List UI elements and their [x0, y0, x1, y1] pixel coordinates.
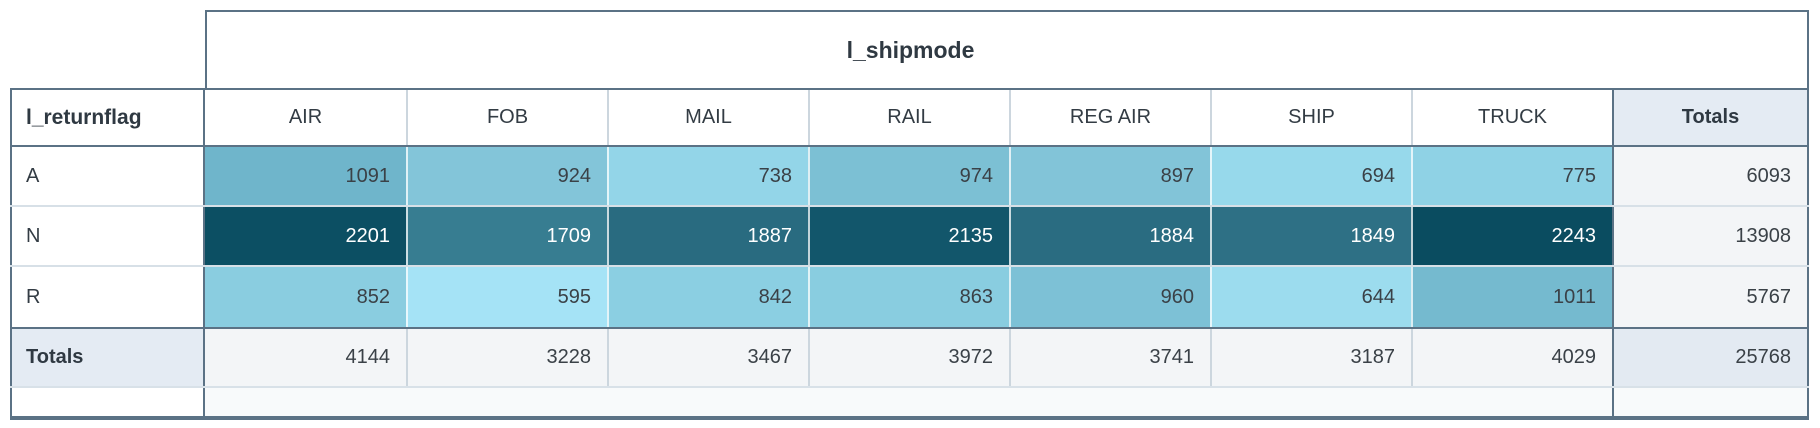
row-total-cell[interactable]: 5767: [1612, 267, 1809, 327]
value-cell[interactable]: 2201: [205, 207, 406, 265]
column-field-label: l_shipmode: [846, 36, 975, 63]
value-cell[interactable]: 1709: [406, 207, 607, 265]
column-header[interactable]: RAIL: [808, 90, 1009, 145]
value-cell[interactable]: 897: [1009, 147, 1210, 205]
column-total-cell[interactable]: 4029: [1411, 329, 1612, 386]
value-cell[interactable]: 1887: [607, 207, 808, 265]
value-cell[interactable]: 960: [1009, 267, 1210, 327]
row-total-cell[interactable]: 13908: [1612, 207, 1809, 265]
value-cell[interactable]: 852: [205, 267, 406, 327]
column-total-cell[interactable]: 3187: [1210, 329, 1411, 386]
pivot-table: l_shipmode l_returnflag AIR FOB MAIL RAIL RE…: [10, 10, 1809, 420]
value-cell[interactable]: 924: [406, 147, 607, 205]
column-total-cell[interactable]: 3467: [607, 329, 808, 386]
footer-empty-right: [1612, 388, 1809, 416]
column-header[interactable]: MAIL: [607, 90, 808, 145]
row-header[interactable]: R: [10, 267, 205, 327]
grand-total-cell[interactable]: 25768: [1612, 329, 1809, 386]
top-left-spacer: [10, 10, 205, 88]
value-cell[interactable]: 974: [808, 147, 1009, 205]
column-total-cell[interactable]: 4144: [205, 329, 406, 386]
data-rows: A 1091 924 738 974 897 694 775 6093 N 2201 1709…: [10, 147, 1809, 327]
column-header[interactable]: AIR: [205, 90, 406, 145]
column-header[interactable]: REG AIR: [1009, 90, 1210, 145]
row-header[interactable]: A: [10, 147, 205, 205]
column-header[interactable]: SHIP: [1210, 90, 1411, 145]
row-header[interactable]: N: [10, 207, 205, 265]
totals-row: Totals 4144 3228 3467 3972 3741 3187 4029 2576…: [10, 327, 1809, 388]
column-field-header: l_shipmode: [205, 10, 1809, 88]
column-header[interactable]: FOB: [406, 90, 607, 145]
footer-empty-left: [10, 388, 205, 416]
column-headers: AIR FOB MAIL RAIL REG AIR SHIP TRUCK: [205, 90, 1612, 145]
data-row: N 2201 1709 1887 2135 1884 1849 2243 13908: [10, 207, 1809, 267]
footer-empty-row: [10, 388, 1809, 416]
totals-column-header[interactable]: Totals: [1612, 90, 1809, 145]
row-values: 852 595 842 863 960 644 1011: [205, 267, 1612, 327]
column-totals: 4144 3228 3467 3972 3741 3187 4029: [205, 329, 1612, 386]
column-total-cell[interactable]: 3741: [1009, 329, 1210, 386]
value-cell[interactable]: 595: [406, 267, 607, 327]
row-total-cell[interactable]: 6093: [1612, 147, 1809, 205]
value-cell[interactable]: 842: [607, 267, 808, 327]
value-cell[interactable]: 2135: [808, 207, 1009, 265]
value-cell[interactable]: 1849: [1210, 207, 1411, 265]
value-cell[interactable]: 863: [808, 267, 1009, 327]
value-cell[interactable]: 1091: [205, 147, 406, 205]
value-cell[interactable]: 738: [607, 147, 808, 205]
row-values: 2201 1709 1887 2135 1884 1849 2243: [205, 207, 1612, 265]
value-cell[interactable]: 2243: [1411, 207, 1612, 265]
data-row: A 1091 924 738 974 897 694 775 6093: [10, 147, 1809, 207]
value-cell[interactable]: 1011: [1411, 267, 1612, 327]
column-header-row: l_returnflag AIR FOB MAIL RAIL REG AIR SHIP TR…: [10, 88, 1809, 147]
value-cell[interactable]: 644: [1210, 267, 1411, 327]
data-row: R 852 595 842 863 960 644 1011 5767: [10, 267, 1809, 327]
value-cell[interactable]: 1884: [1009, 207, 1210, 265]
column-field-header-row: l_shipmode: [10, 10, 1809, 88]
value-cell[interactable]: 694: [1210, 147, 1411, 205]
row-field-label: l_returnflag: [10, 90, 205, 145]
column-total-cell[interactable]: 3228: [406, 329, 607, 386]
column-total-cell[interactable]: 3972: [808, 329, 1009, 386]
footer-empty-middle: [205, 388, 1612, 416]
row-values: 1091 924 738 974 897 694 775: [205, 147, 1612, 205]
value-cell[interactable]: 775: [1411, 147, 1612, 205]
totals-row-label[interactable]: Totals: [10, 329, 205, 386]
column-header[interactable]: TRUCK: [1411, 90, 1612, 145]
